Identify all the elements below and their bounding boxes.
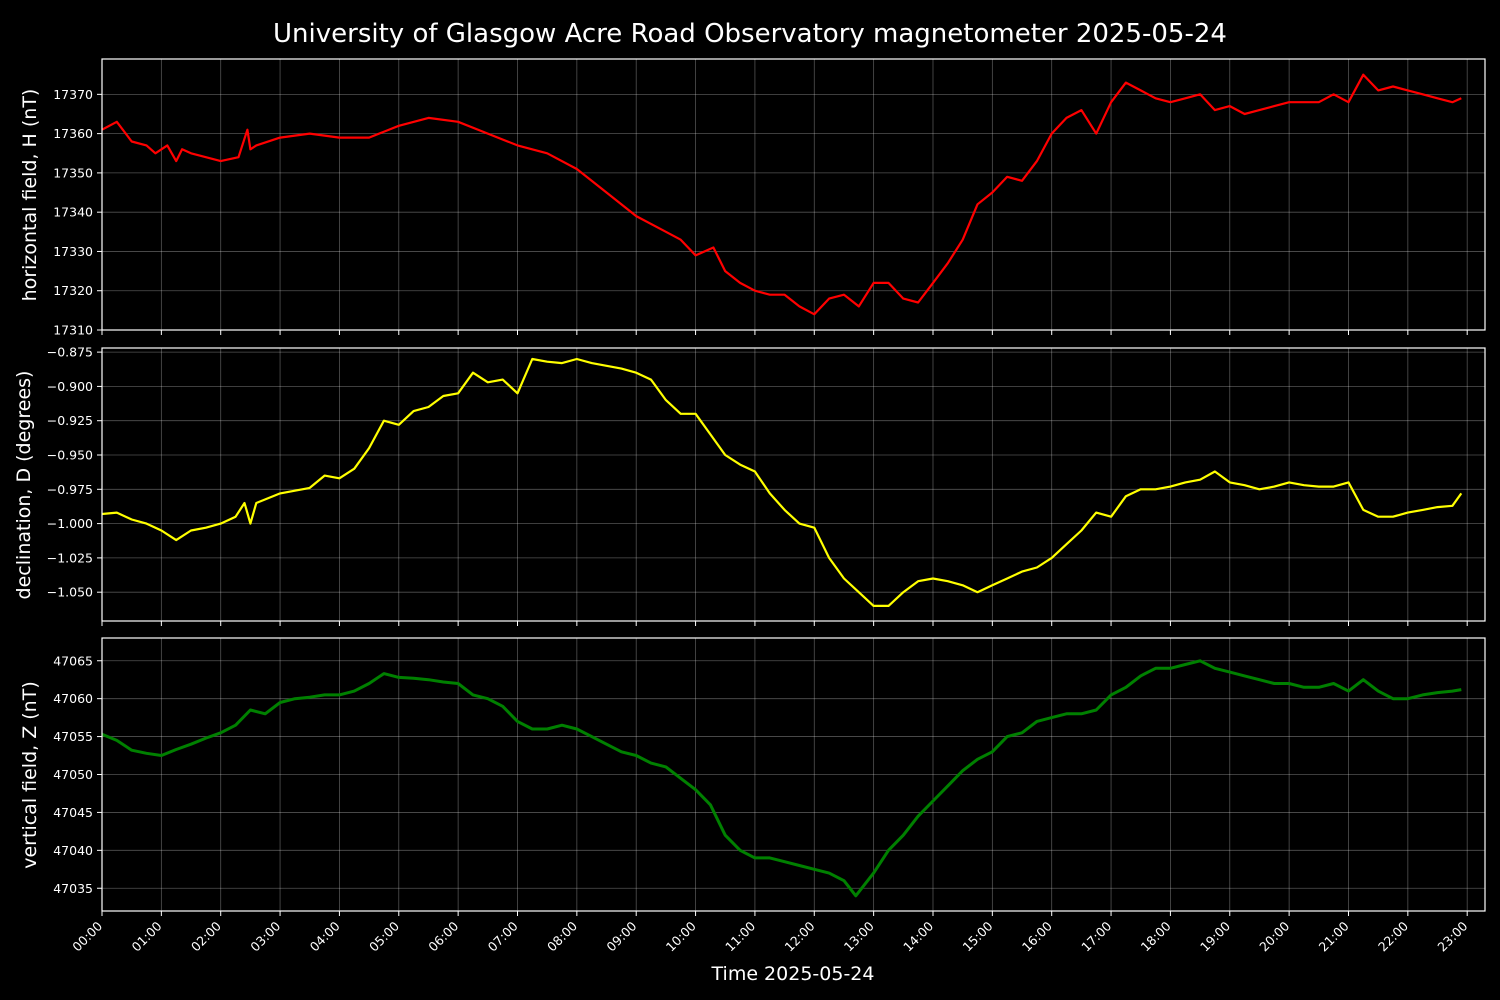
series-line-d [102,357,1463,608]
y-tick-label-d: −1.050 [47,585,93,600]
y-tick-label-z: 47050 [53,767,93,782]
y-axis-label-d: declination, D (degrees) [13,371,35,600]
y-tick-label-h: 17310 [53,323,93,338]
y-tick-label-z: 47040 [53,843,93,858]
panel-horizontal-field: horizontal field, H (nT) 17310 17320 17330… [19,58,1486,338]
series-line-z [102,659,1462,898]
series-line-h [102,73,1462,316]
x-axis-label: Time 2025-05-24 [711,963,875,985]
y-tick-label-d: −1.000 [47,516,93,531]
y-tick-label-z: 47035 [53,881,93,896]
y-tick-label-z: 47060 [53,691,93,706]
y-tick-label-h: 17360 [53,126,93,141]
y-tick-label-z: 47045 [53,805,93,820]
y-tick-label-h: 17340 [53,205,93,220]
y-tick-label-d: −0.950 [47,448,93,463]
y-tick-label-z: 47055 [53,729,93,744]
plot-frame-z [101,637,1486,912]
chart-title: University of Glasgow Acre Road Observat… [273,19,1227,49]
y-tick-label-h: 17370 [53,87,93,102]
y-axis-label-h: horizontal field, H (nT) [19,89,41,302]
y-tick-label-z: 47065 [53,653,93,668]
y-axis-label-z: vertical field, Z (nT) [19,681,41,869]
y-tick-label-h: 17320 [53,283,93,298]
y-tick-label-d: −0.875 [47,345,93,360]
plot-frame-d [101,347,1486,622]
panel-declination: declination, D (degrees) −1.050 −1.025 −1.… [13,345,1486,626]
y-tick-label-d: −0.975 [47,482,93,497]
y-tick-label-h: 17330 [53,244,93,259]
y-tick-label-h: 17350 [53,165,93,180]
y-tick-label-d: −0.900 [47,379,93,394]
y-tick-label-d: −0.925 [47,413,93,428]
y-tick-label-d: −1.025 [47,550,93,565]
plot-frame-h [101,58,1486,331]
